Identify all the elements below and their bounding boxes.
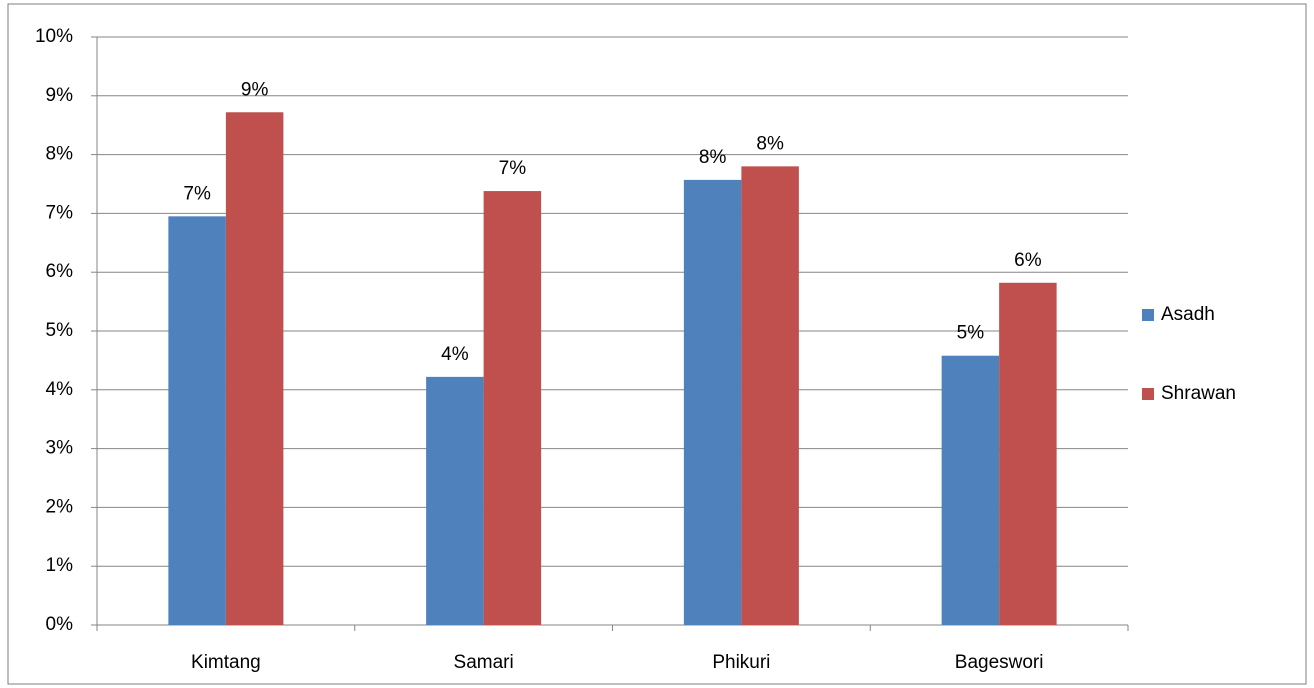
data-label: 5%	[957, 323, 985, 344]
data-label: 9%	[241, 79, 269, 100]
bar	[683, 179, 742, 625]
y-tick-label: 7%	[46, 202, 74, 223]
y-tick-label: 10%	[35, 26, 73, 47]
y-tick-label: 6%	[46, 261, 74, 282]
y-tick-label: 3%	[46, 438, 74, 459]
x-tick-label: Kimtang	[191, 652, 261, 673]
data-label: 8%	[756, 133, 784, 154]
y-tick-label: 4%	[46, 379, 74, 400]
bar	[741, 166, 799, 626]
data-label: 7%	[183, 183, 211, 204]
data-label: 4%	[441, 344, 469, 365]
legend-swatch	[1142, 309, 1154, 321]
legend-swatch	[1142, 388, 1154, 400]
bar	[941, 355, 1000, 625]
bar	[999, 282, 1057, 625]
y-tick-label: 9%	[46, 85, 74, 106]
x-tick-label: Bageswori	[955, 652, 1044, 673]
y-tick-label: 5%	[46, 320, 74, 341]
bar	[168, 216, 226, 625]
x-tick-label: Samari	[454, 652, 514, 673]
bar	[483, 191, 542, 625]
data-label: 7%	[499, 158, 527, 179]
y-tick-label: 0%	[46, 614, 74, 635]
legend-label: Asadh	[1161, 304, 1215, 325]
y-tick-label: 1%	[46, 555, 74, 576]
bar	[426, 376, 484, 625]
bar	[225, 112, 284, 626]
data-label: 8%	[699, 147, 727, 168]
y-tick-label: 8%	[46, 144, 74, 165]
x-tick-label: Phikuri	[712, 652, 770, 673]
data-label: 6%	[1014, 250, 1042, 271]
legend-label: Shrawan	[1161, 383, 1236, 404]
y-tick-label: 2%	[46, 496, 74, 517]
